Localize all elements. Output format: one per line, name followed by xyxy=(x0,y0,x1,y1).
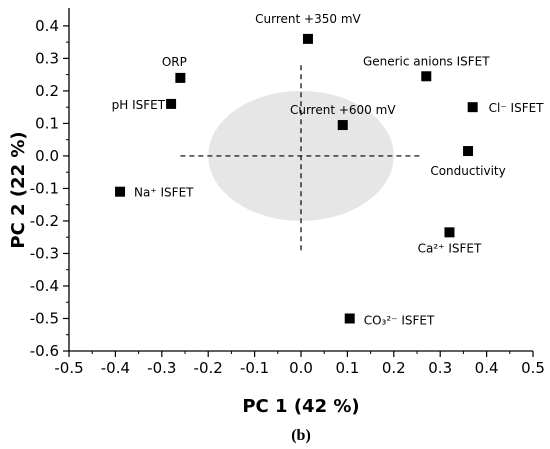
axes: -0.5 -0.4 -0.3 -0.2 -0.1 0.0 0.1 0.2 0.3 0.4 0.5 -0… xyxy=(30,8,545,377)
y-tick-label: -0.4 xyxy=(30,277,59,295)
point-label: ORP xyxy=(162,55,187,69)
data-point xyxy=(337,120,348,131)
point-label: Current +600 mV xyxy=(290,103,396,117)
y-tick-label: -0.3 xyxy=(30,244,59,262)
x-tick-label: 0.1 xyxy=(335,359,359,377)
x-tick-label: -0.3 xyxy=(147,359,176,377)
y-tick-label: 0.0 xyxy=(35,147,59,165)
point-labels: Current +350 mV ORP pH ISFET Generic anions… xyxy=(112,12,545,328)
x-tick-label: 0.4 xyxy=(475,359,499,377)
data-point xyxy=(115,186,126,197)
y-axis-title: PC 2 (22 %) xyxy=(8,131,29,248)
point-label: Ca²⁺ ISFET xyxy=(418,241,482,255)
y-tick-label: 0.4 xyxy=(35,17,59,35)
data-point xyxy=(166,98,177,109)
x-tick-label: 0.3 xyxy=(428,359,452,377)
x-tick-label: 0.5 xyxy=(521,359,545,377)
y-tick-label: -0.6 xyxy=(30,342,59,360)
y-tick-label: -0.2 xyxy=(30,212,59,230)
data-point xyxy=(463,146,474,157)
x-tick-label: 0.0 xyxy=(289,359,313,377)
point-label: Generic anions ISFET xyxy=(363,54,490,68)
origin-crosshair xyxy=(180,61,422,251)
data-point xyxy=(175,72,186,83)
point-label: Current +350 mV xyxy=(255,12,361,26)
data-points xyxy=(115,33,478,324)
data-point xyxy=(444,227,455,238)
x-axis-title: PC 1 (42 %) xyxy=(242,396,359,417)
data-point xyxy=(421,71,432,82)
y-tick-label: 0.1 xyxy=(35,114,59,132)
figure-caption: (b) xyxy=(291,427,311,444)
point-label: pH ISFET xyxy=(112,98,166,112)
point-label: Na⁺ ISFET xyxy=(134,186,194,200)
point-label: Conductivity xyxy=(430,164,505,178)
x-tick-label: -0.2 xyxy=(194,359,223,377)
x-tick-label: -0.1 xyxy=(240,359,269,377)
y-tick-label: -0.5 xyxy=(30,309,59,327)
data-point xyxy=(467,102,478,113)
x-tick-label: 0.2 xyxy=(382,359,406,377)
data-point xyxy=(344,313,355,324)
point-label: CO₃²⁻ ISFET xyxy=(364,313,435,327)
data-point xyxy=(302,33,313,44)
x-tick-label: -0.4 xyxy=(101,359,130,377)
y-tick-label: 0.3 xyxy=(35,49,59,67)
x-tick-label: -0.5 xyxy=(54,359,83,377)
y-tick-label: 0.2 xyxy=(35,82,59,100)
point-label: Cl⁻ ISFET xyxy=(489,101,545,115)
y-tick-label: -0.1 xyxy=(30,179,59,197)
